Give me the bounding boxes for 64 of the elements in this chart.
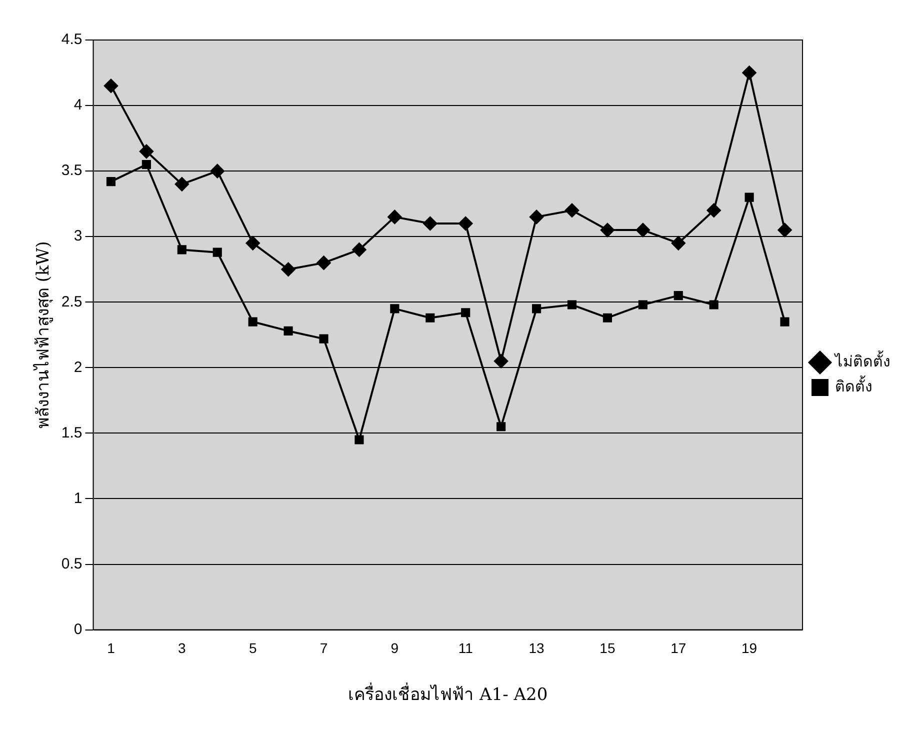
point bbox=[246, 236, 260, 250]
point bbox=[212, 248, 222, 257]
x-tick-label: 3 bbox=[178, 640, 186, 656]
point bbox=[636, 223, 650, 238]
y-tick-label: 2 bbox=[74, 358, 82, 376]
point bbox=[780, 317, 790, 326]
point bbox=[106, 177, 116, 186]
point bbox=[210, 164, 224, 178]
point bbox=[142, 160, 151, 170]
point bbox=[423, 216, 438, 230]
y-tick-label: 4.5 bbox=[61, 31, 82, 48]
y-tick-label: 1.5 bbox=[61, 424, 82, 442]
point bbox=[564, 203, 579, 218]
point bbox=[567, 300, 577, 310]
x-tick-label: 13 bbox=[528, 640, 545, 656]
point bbox=[532, 304, 542, 314]
point bbox=[139, 144, 154, 158]
point bbox=[530, 210, 544, 224]
point bbox=[352, 242, 366, 257]
point bbox=[426, 313, 435, 322]
x-tick-label: 1 bbox=[107, 640, 116, 656]
y-axis-title: พลังงานไฟฟ้าสูงสุด (kW) bbox=[32, 241, 54, 429]
y-tick-label: 2.5 bbox=[61, 293, 82, 310]
point bbox=[638, 300, 648, 310]
point bbox=[354, 435, 364, 444]
x-tick-label: 11 bbox=[458, 640, 474, 656]
point bbox=[319, 334, 328, 344]
y-tick-label: 1 bbox=[74, 490, 82, 507]
x-tick-label: 5 bbox=[248, 640, 257, 656]
point bbox=[671, 236, 686, 250]
x-tick-label: 19 bbox=[742, 640, 758, 656]
y-tick-label: 3.5 bbox=[61, 162, 82, 180]
y-tick-label: 3 bbox=[74, 228, 82, 245]
point bbox=[388, 210, 402, 224]
point bbox=[461, 308, 470, 318]
point bbox=[174, 177, 189, 192]
point bbox=[600, 223, 614, 238]
point bbox=[390, 304, 400, 314]
point bbox=[177, 245, 186, 254]
point bbox=[778, 223, 792, 238]
x-tick-label: 15 bbox=[600, 640, 616, 656]
point bbox=[494, 354, 508, 368]
y-tick-label: 4 bbox=[74, 96, 82, 114]
point bbox=[281, 262, 296, 276]
x-tick-label: 9 bbox=[390, 640, 399, 656]
point bbox=[602, 313, 612, 322]
point bbox=[104, 78, 118, 93]
point bbox=[674, 291, 683, 300]
y-tick-label: 0.5 bbox=[61, 555, 82, 572]
point bbox=[248, 317, 258, 326]
point bbox=[496, 422, 506, 432]
legend-label: ไม่ติดตั้ง bbox=[834, 350, 890, 371]
legend-label: ติดตั้ง bbox=[835, 376, 872, 396]
point bbox=[284, 326, 293, 336]
point bbox=[709, 300, 718, 310]
y-tick-label: 0 bbox=[74, 620, 82, 638]
x-tick-label: 17 bbox=[670, 640, 686, 656]
point bbox=[706, 203, 721, 218]
point bbox=[316, 256, 331, 270]
point bbox=[744, 192, 754, 202]
point bbox=[742, 66, 756, 80]
point bbox=[458, 216, 473, 230]
x-tick-label: 7 bbox=[320, 640, 328, 656]
x-axis-title: เครื่องเชื่อมไฟฟ้า A1- A20 bbox=[348, 682, 548, 706]
